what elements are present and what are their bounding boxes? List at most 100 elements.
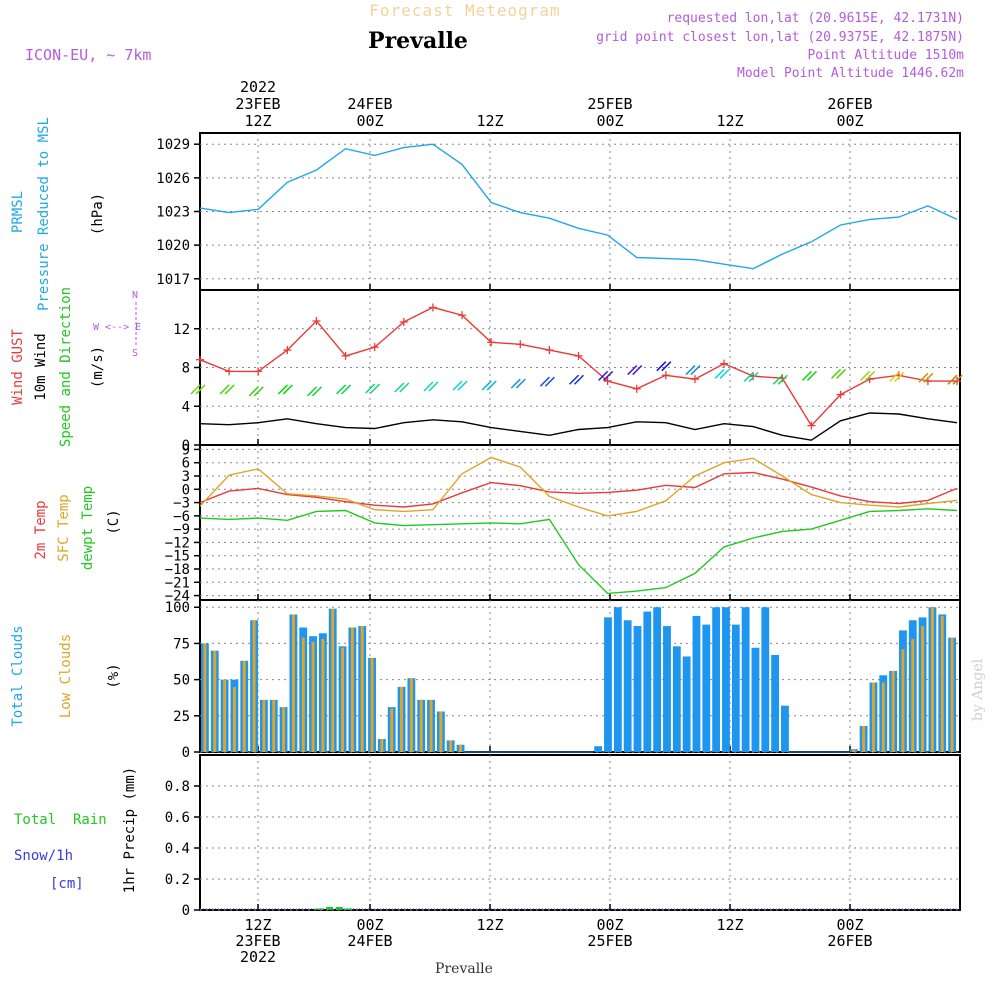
precip-panel: 0 0.2 0.4 0.6 0.8 bbox=[165, 754, 961, 919]
wind-direction-arrow bbox=[394, 382, 405, 393]
wind-direction-arrow bbox=[889, 371, 900, 382]
wind-ytick-label: 0 bbox=[182, 438, 190, 454]
temperature-ytick-label: −24 bbox=[165, 589, 190, 605]
compass-s-label: S bbox=[132, 348, 138, 359]
wind-direction-arrow bbox=[253, 386, 264, 397]
precip-ytick-label: 0.6 bbox=[165, 810, 190, 826]
temp-unit-label: (C) bbox=[106, 509, 122, 534]
snow-label: Snow/1h bbox=[14, 848, 73, 864]
precip-frame bbox=[199, 754, 961, 911]
rain-bar bbox=[316, 908, 324, 910]
temperature-series-2 bbox=[199, 508, 958, 595]
wind-direction-arrow bbox=[573, 374, 585, 385]
top-time-label: 26FEB bbox=[827, 95, 872, 113]
low-cloud-bar bbox=[881, 682, 885, 752]
model-point-altitude: Model Point Altitude 1446.62m bbox=[737, 66, 964, 81]
low-cloud-bar bbox=[203, 643, 207, 752]
low-cloud-bar bbox=[950, 637, 954, 752]
wind-direction-arrow bbox=[661, 361, 672, 372]
wind-series-0 bbox=[199, 306, 957, 427]
total-cloud-bar bbox=[731, 624, 740, 752]
pressure-panel-labels: PRMSL Pressure Reduced to MSL (hPa) bbox=[10, 117, 106, 311]
rain-bar bbox=[345, 908, 353, 910]
top-time-label: 00Z bbox=[356, 112, 383, 130]
low-cloud-bar bbox=[871, 682, 875, 752]
low-cloud-bar bbox=[390, 708, 394, 752]
precip-ytick-label: 0.2 bbox=[165, 872, 190, 888]
wind-direction-arrow bbox=[719, 368, 730, 379]
clouds-panel: 0 25 50 75 100 bbox=[165, 599, 961, 761]
bottom-time-label: 00Z bbox=[836, 916, 863, 934]
total-cloud-bar bbox=[643, 611, 652, 752]
low-cloud-bar bbox=[311, 641, 315, 752]
model-name: ICON-EU, ~ 7km bbox=[25, 46, 151, 64]
wind-direction-arrow bbox=[632, 365, 643, 376]
low-cloud-bar bbox=[901, 649, 905, 752]
pressure-reduced-label: Pressure Reduced to MSL bbox=[36, 117, 52, 311]
wind-direction-arrow bbox=[947, 374, 958, 385]
low-cloud-bar bbox=[449, 740, 453, 752]
wind-direction-arrow bbox=[428, 381, 439, 392]
wind-direction-arrow bbox=[336, 384, 347, 395]
top-time-label: 2022 bbox=[240, 78, 276, 96]
wind-direction-arrow bbox=[277, 384, 288, 395]
wind-direction-arrow bbox=[777, 374, 788, 385]
precip-ytick-label: 0.4 bbox=[165, 841, 190, 857]
total-cloud-bar bbox=[722, 607, 730, 752]
total-cloud-bar bbox=[594, 746, 603, 752]
wind-direction-arrow bbox=[311, 386, 322, 397]
wind-direction-arrow bbox=[452, 380, 463, 391]
clouds-unit-label: (%) bbox=[106, 663, 122, 688]
total-cloud-bar bbox=[613, 607, 622, 752]
top-time-label: 12Z bbox=[244, 112, 271, 130]
bottom-time-label: 2022 bbox=[240, 948, 276, 966]
total-cloud-bar bbox=[672, 646, 681, 752]
sfc-temp-label: SFC Temp bbox=[56, 494, 72, 561]
top-time-label: 12Z bbox=[716, 112, 743, 130]
precip-ytick-label: 0.8 bbox=[165, 779, 190, 795]
low-cloud-bar bbox=[321, 639, 325, 752]
wind-direction-arrow bbox=[743, 371, 754, 382]
total-cloud-bar bbox=[633, 626, 642, 752]
temperature-ytick-label: −21 bbox=[165, 575, 190, 591]
pressure-panel: 1017 1020 1023 1026 1029 bbox=[156, 132, 961, 291]
total-cloud-bar bbox=[682, 656, 691, 752]
wind-panel-labels: Wind GUST 10m Wind Speed and Direction (… bbox=[10, 287, 141, 447]
wind-direction-arrow bbox=[510, 378, 521, 389]
temp-panel-labels: 2m Temp SFC Temp dewpt Temp (C) bbox=[33, 486, 122, 570]
pressure-ytick-label: 1029 bbox=[156, 137, 190, 153]
snow-unit-label: [cm] bbox=[50, 876, 84, 892]
low-cloud-bar bbox=[360, 626, 364, 752]
wind-direction-arrow bbox=[544, 376, 555, 387]
low-cloud-bar bbox=[429, 699, 433, 752]
top-time-label: 24FEB bbox=[347, 95, 392, 113]
wind-direction-arrow bbox=[714, 368, 725, 379]
total-cloud-bar bbox=[712, 607, 721, 752]
requested-coords: requested lon,lat (20.9615E, 42.1731N) bbox=[667, 11, 964, 26]
wind10-label: 10m Wind bbox=[33, 333, 49, 400]
wind-direction-arrow bbox=[865, 370, 876, 381]
low-cloud-bar bbox=[940, 615, 944, 752]
wind-direction-arrow bbox=[190, 384, 201, 395]
top-time-label: 00Z bbox=[836, 112, 863, 130]
wind-gust-label: Wind GUST bbox=[10, 329, 26, 405]
wind-ytick-label: 12 bbox=[173, 322, 190, 338]
wind-direction-arrow bbox=[923, 372, 934, 383]
wind-direction-arrow bbox=[248, 386, 259, 397]
temperature-ytick-label: −15 bbox=[165, 549, 190, 565]
total-cloud-bar bbox=[692, 615, 701, 752]
bottom-time-label: 12Z bbox=[244, 916, 271, 934]
low-cloud-bar bbox=[400, 686, 404, 752]
clouds-ytick-label: 75 bbox=[173, 636, 190, 652]
low-cloud-bar bbox=[252, 620, 256, 752]
wind-direction-arrow bbox=[894, 371, 905, 382]
wind-direction-arrow bbox=[341, 384, 352, 395]
low-cloud-bar bbox=[852, 749, 856, 752]
bottom-time-label: 00Z bbox=[596, 916, 623, 934]
dewpt-label: dewpt Temp bbox=[80, 486, 96, 570]
total-cloud-bar bbox=[653, 607, 662, 752]
low-cloud-bar bbox=[242, 660, 246, 752]
wind-direction-arrow bbox=[952, 374, 963, 385]
